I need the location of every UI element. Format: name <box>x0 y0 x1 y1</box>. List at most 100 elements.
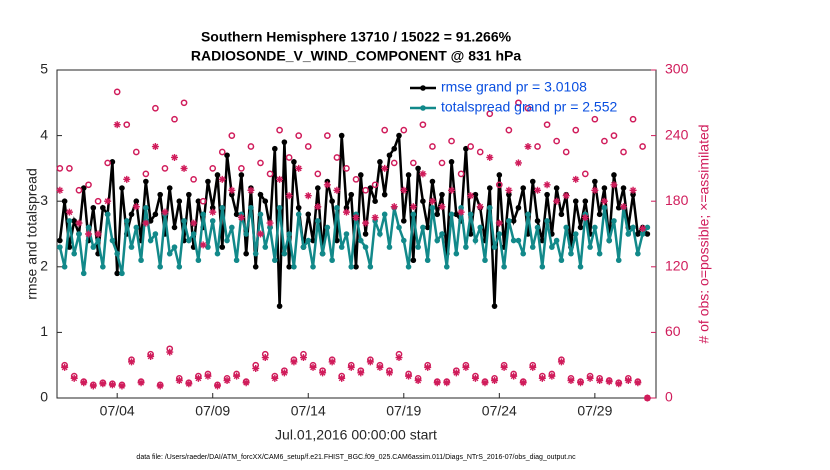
point <box>429 204 436 211</box>
point <box>582 198 589 204</box>
point <box>558 257 565 264</box>
legend-marker <box>420 105 426 111</box>
point <box>262 244 269 250</box>
point <box>386 244 393 250</box>
point <box>281 250 288 257</box>
assimilated-marker <box>228 186 236 194</box>
point <box>171 244 178 250</box>
assimilated-marker <box>151 143 159 151</box>
footnote: data file: /Users/raeder/DAI/ATM_forcXX/… <box>136 454 576 461</box>
point <box>520 185 527 191</box>
point <box>233 257 240 264</box>
point <box>295 211 302 218</box>
point <box>486 204 493 211</box>
point <box>123 218 130 224</box>
assimilated-marker <box>94 230 102 238</box>
point <box>310 264 316 270</box>
assimilated-marker <box>338 374 346 382</box>
point <box>439 191 445 198</box>
point <box>338 132 345 139</box>
point <box>611 172 617 178</box>
point <box>248 204 254 211</box>
legend-marker <box>420 85 426 91</box>
assimilated-marker <box>414 377 422 385</box>
y-tick-label: 0 <box>40 389 48 405</box>
point <box>644 224 651 231</box>
point <box>549 244 555 250</box>
possible-marker <box>591 115 599 123</box>
possible-marker <box>448 137 455 145</box>
possible-marker <box>390 159 398 167</box>
assimilated-marker <box>624 377 632 385</box>
assimilated-marker <box>194 374 202 382</box>
possible-marker <box>629 115 637 123</box>
assimilated-marker <box>381 164 389 172</box>
assimilated-marker <box>581 214 589 222</box>
assimilated-marker <box>171 153 179 161</box>
assimilated-marker <box>137 379 145 387</box>
point <box>553 237 560 244</box>
point <box>644 231 651 237</box>
point <box>491 244 498 250</box>
assimilated-marker <box>56 186 64 194</box>
point <box>477 224 484 231</box>
point <box>315 185 321 191</box>
assimilated-marker <box>233 372 241 380</box>
point <box>615 204 622 211</box>
point <box>391 145 398 152</box>
assimilated-marker <box>505 186 513 194</box>
point <box>400 218 407 224</box>
possible-marker <box>524 104 532 112</box>
assimilated-marker <box>495 219 503 227</box>
chart-subtitle: RADIOSONDE_V_WIND_COMPONENT @ 831 hPa <box>191 48 521 64</box>
point <box>515 204 522 211</box>
point <box>305 237 312 244</box>
assimilated-marker <box>639 225 647 233</box>
point <box>200 211 206 218</box>
point <box>429 178 436 185</box>
possible-marker <box>409 159 417 167</box>
assimilated-marker <box>500 363 508 371</box>
point <box>305 211 312 218</box>
point <box>420 198 426 204</box>
point <box>171 224 178 231</box>
assimilated-marker <box>190 219 198 227</box>
assimilated-marker <box>290 358 298 366</box>
point <box>587 244 593 250</box>
point <box>257 211 264 218</box>
possible-marker <box>142 170 150 178</box>
assimilated-marker <box>185 380 193 388</box>
assimilated-marker <box>342 208 350 216</box>
point <box>114 250 120 257</box>
assimilated-marker <box>385 369 393 377</box>
y2-tick-label: 60 <box>665 323 681 339</box>
point <box>420 224 426 231</box>
point <box>415 165 421 172</box>
point <box>195 257 202 264</box>
point <box>143 178 149 185</box>
possible-marker <box>75 186 83 194</box>
assimilated-marker <box>448 186 456 194</box>
possible-marker <box>171 115 178 123</box>
assimilated-marker <box>199 241 207 249</box>
point <box>157 264 163 270</box>
point <box>506 218 512 224</box>
possible-marker <box>534 143 541 150</box>
point <box>138 257 144 264</box>
assimilated-marker <box>118 382 126 390</box>
point <box>176 264 183 270</box>
assimilated-marker <box>428 197 436 205</box>
possible-marker <box>467 143 475 150</box>
point <box>506 191 512 198</box>
point <box>128 211 135 218</box>
point <box>76 231 82 237</box>
assimilated-marker <box>471 374 479 382</box>
y-tick-label: 4 <box>40 126 48 142</box>
possible-marker <box>285 154 293 161</box>
point <box>334 237 340 244</box>
point <box>386 152 393 159</box>
assimilated-marker <box>438 203 446 211</box>
y-tick-label: 1 <box>40 323 48 339</box>
point <box>257 191 264 198</box>
